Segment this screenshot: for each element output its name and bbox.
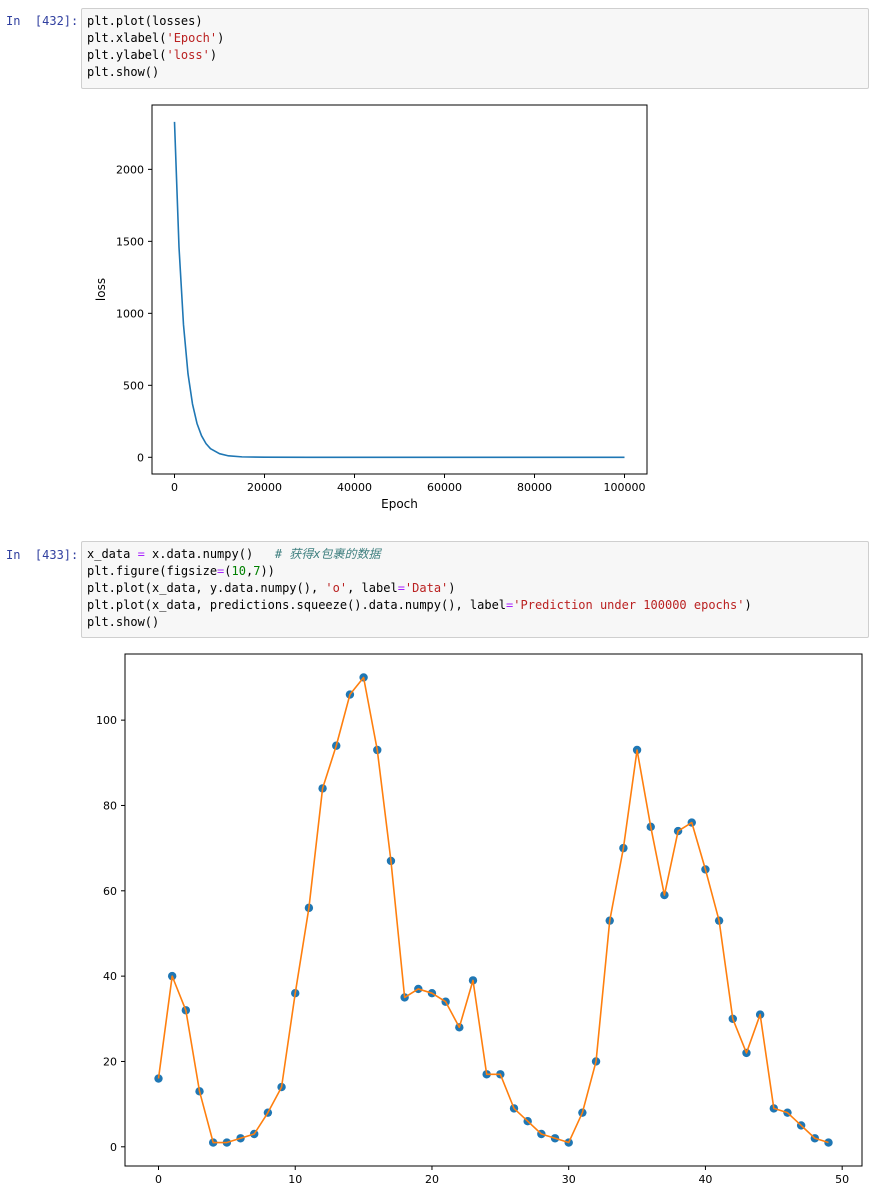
code-token: =	[506, 598, 514, 612]
code-token: =	[137, 547, 145, 561]
code-cell-1[interactable]: plt.plot(losses) plt.xlabel('Epoch') plt.y…	[81, 8, 869, 89]
code-token: 'o'	[325, 581, 348, 595]
code-line: plt.plot(x_data, predictions.squeeze().d…	[87, 597, 863, 614]
prediction-chart: 0 10 20 30 40 50 0 20 40 60 80 100	[96, 653, 863, 1186]
code-token: plt.ylabel(	[87, 48, 167, 62]
code-token: plt.show()	[87, 65, 160, 79]
y-tick-label: 20	[103, 1055, 117, 1068]
y-tick-label: 60	[103, 885, 117, 898]
code-line: plt.show()	[87, 64, 863, 81]
series-line	[157, 676, 829, 1144]
code-token: # 获得x包裹的数据	[274, 547, 381, 561]
code-token: 'Epoch'	[166, 31, 218, 45]
plot-frame	[124, 653, 863, 1167]
x-tick-label: 10	[288, 1173, 302, 1186]
x-tick-label: 40	[698, 1173, 712, 1186]
code-cell-2[interactable]: x_data = x.data.numpy() # 获得x包裹的数据 plt.fi…	[81, 541, 869, 638]
x-tick-label: 80000	[517, 481, 552, 494]
plot-frame	[151, 104, 648, 475]
x-tick-label: 20000	[247, 481, 282, 494]
code-token: ))	[260, 564, 275, 578]
code-line: plt.figure(figsize=(10,7))	[87, 563, 863, 580]
code-token: )	[744, 598, 752, 612]
code-token: )	[209, 48, 218, 62]
series-line	[173, 121, 625, 459]
y-tick-label: 80	[103, 799, 117, 812]
y-tick-label: 0	[137, 451, 144, 464]
code-token: , label	[347, 581, 398, 595]
code-token: x.data.numpy()	[144, 547, 275, 561]
code-token: 10	[231, 564, 246, 578]
x-tick-label: 100000	[604, 481, 646, 494]
code-token: )	[217, 31, 225, 45]
code-token: )	[448, 581, 456, 595]
x-tick-label: 50	[835, 1173, 849, 1186]
x-axis-label: Epoch	[381, 497, 418, 511]
y-tick-label: 1500	[116, 235, 144, 248]
y-tick-label: 100	[96, 714, 117, 727]
code-line: plt.xlabel('Epoch')	[87, 30, 863, 47]
code-line: plt.plot(x_data, y.data.numpy(), 'o', la…	[87, 580, 863, 597]
code-line: plt.ylabel('loss')	[87, 47, 863, 64]
x-tick-label: 60000	[427, 481, 462, 494]
x-tick-label: 20	[425, 1173, 439, 1186]
code-token: 'Data'	[404, 581, 449, 595]
x-tick-label: 0	[155, 1173, 162, 1186]
code-token: 'loss'	[166, 48, 210, 62]
x-tick-label: 40000	[337, 481, 372, 494]
code-token: (	[224, 564, 232, 578]
code-token: 7	[253, 564, 261, 578]
y-tick-label: 1000	[116, 307, 144, 320]
y-tick-label: 0	[110, 1141, 117, 1154]
code-token: =	[397, 581, 405, 595]
y-tick-label: 500	[123, 379, 144, 392]
code-line: plt.show()	[87, 614, 863, 631]
code-token: plt.plot(losses)	[87, 14, 203, 28]
x-tick-label: 0	[171, 481, 178, 494]
code-line: x_data = x.data.numpy() # 获得x包裹的数据	[87, 546, 863, 563]
code-token: ,	[245, 564, 254, 578]
code-token: x_data	[87, 547, 138, 561]
y-tick-label: 40	[103, 970, 117, 983]
code-token: plt.xlabel(	[87, 31, 167, 45]
code-token: plt.plot(x_data, y.data.numpy(),	[87, 581, 326, 595]
code-token: plt.plot(x_data, predictions.squeeze().d…	[87, 598, 507, 612]
y-axis-label: loss	[94, 278, 108, 301]
loss-chart: 0 20000 40000 60000 80000 100000 0 500 1000 1500 2…	[94, 104, 648, 511]
code-token: plt.figure(figsize	[87, 564, 218, 578]
code-line: plt.plot(losses)	[87, 13, 863, 30]
cell-prompt-1: In [432]:	[6, 14, 79, 28]
code-token: 'Prediction under 100000 epochs'	[513, 598, 745, 612]
cell-prompt-2: In [433]:	[6, 548, 79, 562]
code-token: =	[217, 564, 225, 578]
y-tick-label: 2000	[116, 163, 144, 176]
code-token: plt.show()	[87, 615, 160, 629]
x-tick-label: 30	[562, 1173, 576, 1186]
